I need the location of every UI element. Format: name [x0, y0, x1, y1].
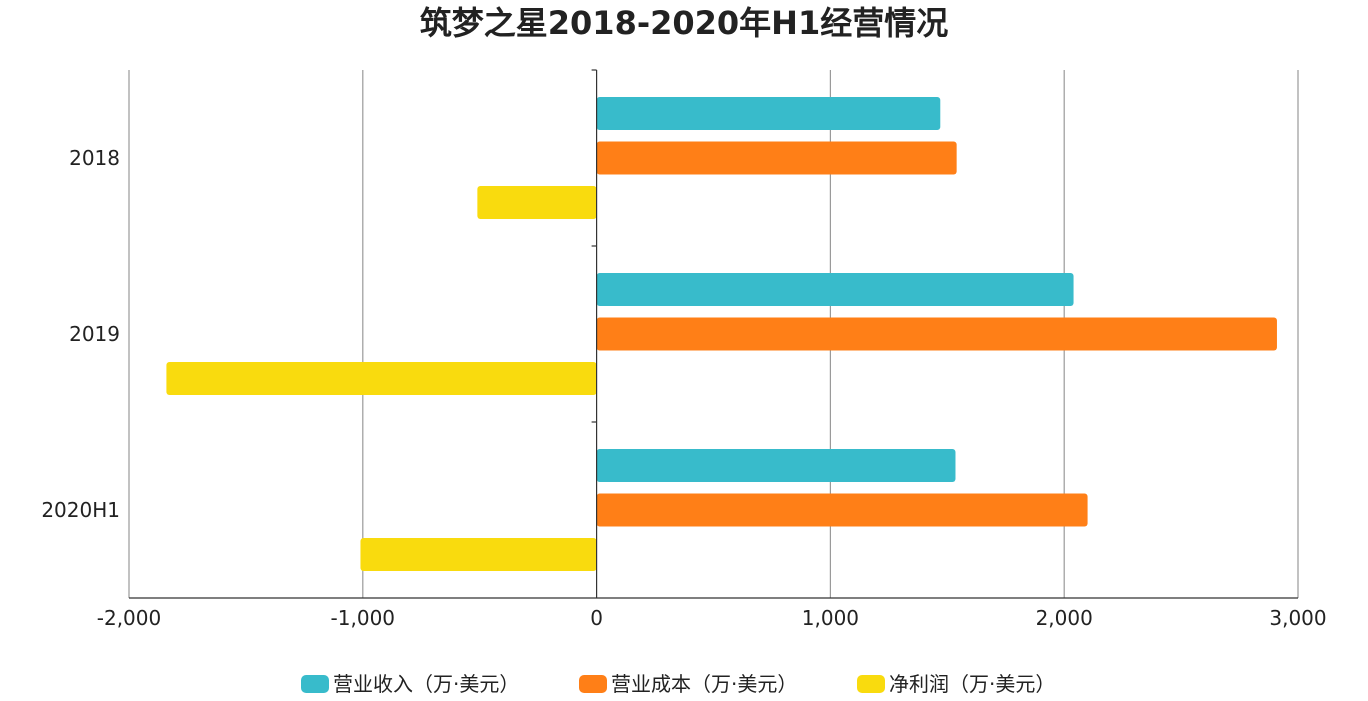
legend-swatch	[301, 675, 329, 693]
x-tick-label: -2,000	[97, 606, 161, 630]
x-tick-label: -1,000	[331, 606, 395, 630]
legend-label: 营业收入（万·美元）	[333, 672, 519, 696]
bar	[596, 97, 941, 130]
bars	[166, 97, 1277, 571]
bar	[596, 273, 1074, 306]
legend-swatch	[857, 675, 885, 693]
bar	[360, 538, 597, 571]
legend-swatch	[579, 675, 607, 693]
y-category-label: 2020H1	[41, 498, 120, 522]
x-tick-label: 3,000	[1269, 606, 1326, 630]
bar	[477, 186, 597, 219]
y-category-label: 2019	[69, 322, 120, 346]
bar	[596, 493, 1088, 527]
bar	[596, 141, 957, 175]
legend: 营业收入（万·美元） 营业成本（万·美元） 净利润（万·美元）	[301, 672, 1055, 696]
x-tick-label: 0	[590, 606, 603, 630]
x-tick-label: 1,000	[802, 606, 859, 630]
chart-title: 筑梦之星2018-2020年H1经营情况	[420, 4, 948, 42]
y-category-label: 2018	[69, 146, 120, 170]
axes: -2,000 -1,000 0 1,000 2,000 3,000 2018 2019 2020…	[41, 69, 1327, 630]
x-tick-label: 2,000	[1036, 606, 1093, 630]
bar	[596, 317, 1277, 351]
bar	[166, 362, 597, 395]
bar	[596, 449, 956, 482]
legend-label: 净利润（万·美元）	[889, 672, 1055, 696]
legend-label: 营业成本（万·美元）	[611, 672, 797, 696]
